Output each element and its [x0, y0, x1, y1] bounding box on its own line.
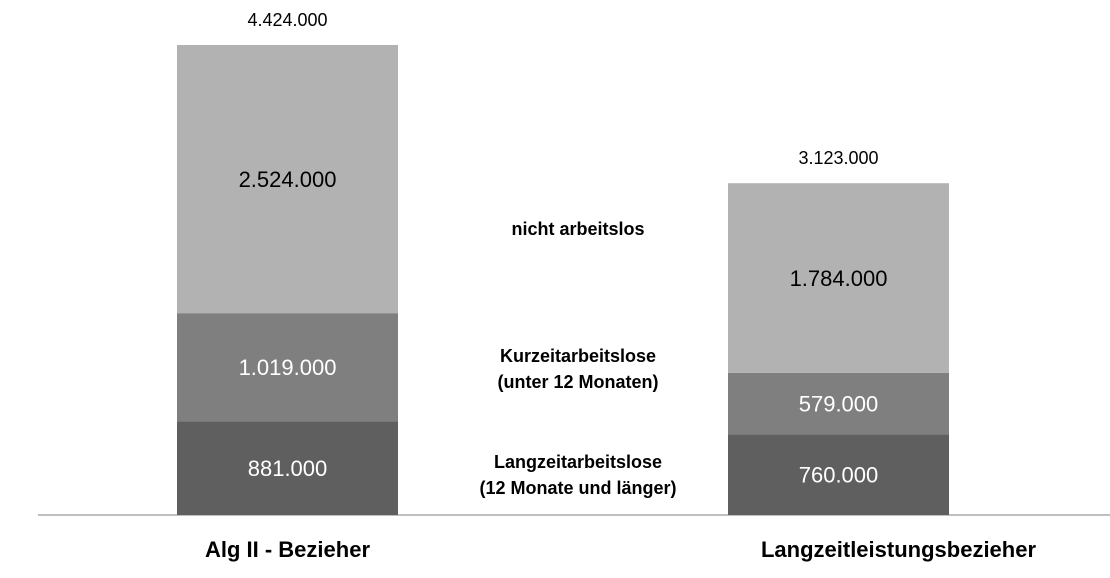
legend-line: Langzeitarbeitslose: [494, 452, 662, 472]
value-label: 2.524.000: [239, 167, 337, 192]
value-label: 881.000: [248, 456, 328, 481]
bar-segment: [728, 183, 949, 373]
total-label: 3.123.000: [798, 148, 878, 168]
x-tick-label: Langzeitleistungsbezieher: [761, 537, 1036, 562]
bar-segment: [177, 421, 398, 515]
bar-segment: [728, 372, 949, 435]
legend-entry: Kurzeitarbeitslose (unter 12 Monaten): [497, 346, 658, 392]
bar-segment: [177, 45, 398, 314]
legend-line: Kurzeitarbeitslose: [500, 346, 656, 366]
value-label: 1.784.000: [790, 266, 888, 291]
legend-entry: nicht arbeitslos: [511, 219, 644, 239]
bar-segment: [728, 434, 949, 515]
value-label: 760.000: [799, 462, 879, 487]
legend-line: (unter 12 Monaten): [497, 372, 658, 392]
total-label: 4.424.000: [247, 10, 327, 30]
value-label: 1.019.000: [239, 355, 337, 380]
bar-segment: [177, 313, 398, 422]
legend-entry: Langzeitarbeitslose (12 Monate und länger…: [479, 452, 676, 498]
legend-line: (12 Monate und länger): [479, 478, 676, 498]
x-tick-label: Alg II - Bezieher: [205, 537, 370, 562]
value-label: 579.000: [799, 391, 879, 416]
